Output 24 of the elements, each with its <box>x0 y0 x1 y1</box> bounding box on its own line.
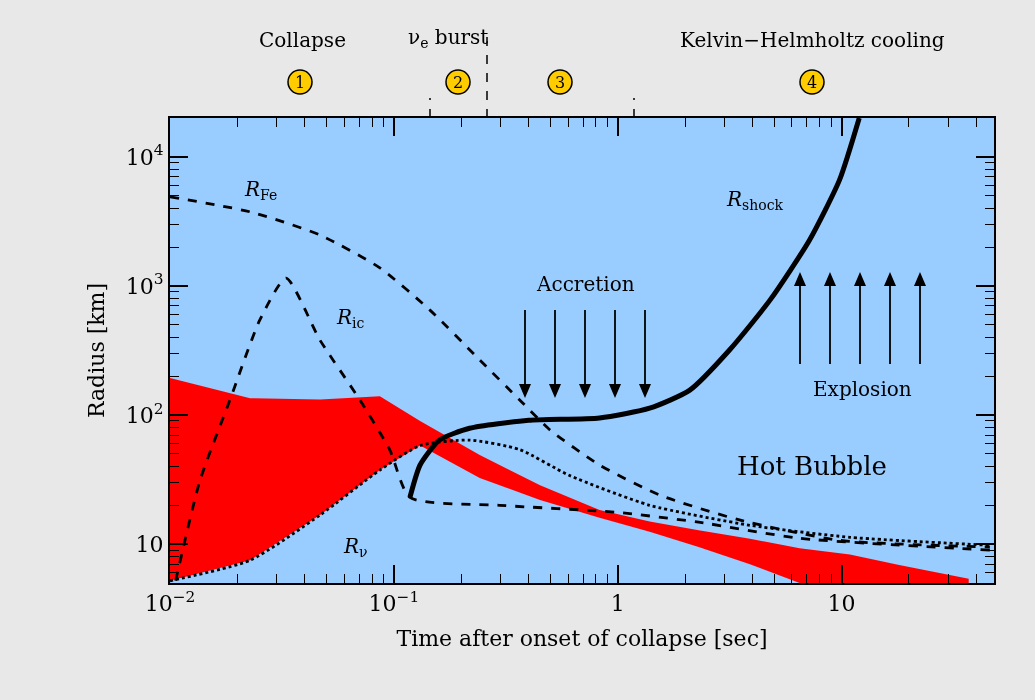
x-tick-label: 1 <box>610 591 625 617</box>
text: 2 <box>453 73 464 92</box>
series-label: R$_{shock}$ <box>726 187 784 214</box>
text: 3 <box>555 73 566 92</box>
series-label: R$_{ν}$ <box>343 534 368 561</box>
annotation: Accretion <box>536 272 635 296</box>
text: Kelvin−Helmholtz cooling <box>680 28 945 52</box>
x-tick-label: 10$^{−1}$ <box>368 588 420 617</box>
text: ν$_{e}$ burst <box>408 25 489 52</box>
annotation: Hot Bubble <box>737 451 887 481</box>
x-tick-label: 10 <box>827 591 856 617</box>
annotation: Explosion <box>813 377 912 401</box>
y-tick-label: 10$^{2}$ <box>125 399 164 428</box>
y-tick-label: 10$^{3}$ <box>125 270 164 299</box>
y-tick-label: 10$^{4}$ <box>125 141 164 170</box>
text: Collapse <box>259 28 346 52</box>
x-tick-label: 10$^{−2}$ <box>144 588 196 617</box>
series-label: R$_{ic}$ <box>336 305 365 332</box>
x-axis-title: Time after onset of collapse [sec] <box>396 625 768 651</box>
y-axis-title: Radius [km] <box>84 282 110 419</box>
text: 1 <box>295 73 306 92</box>
series-label: R$_{Fe}$ <box>244 177 278 204</box>
y-tick-label: 10 <box>135 531 164 557</box>
text: 4 <box>807 73 818 92</box>
